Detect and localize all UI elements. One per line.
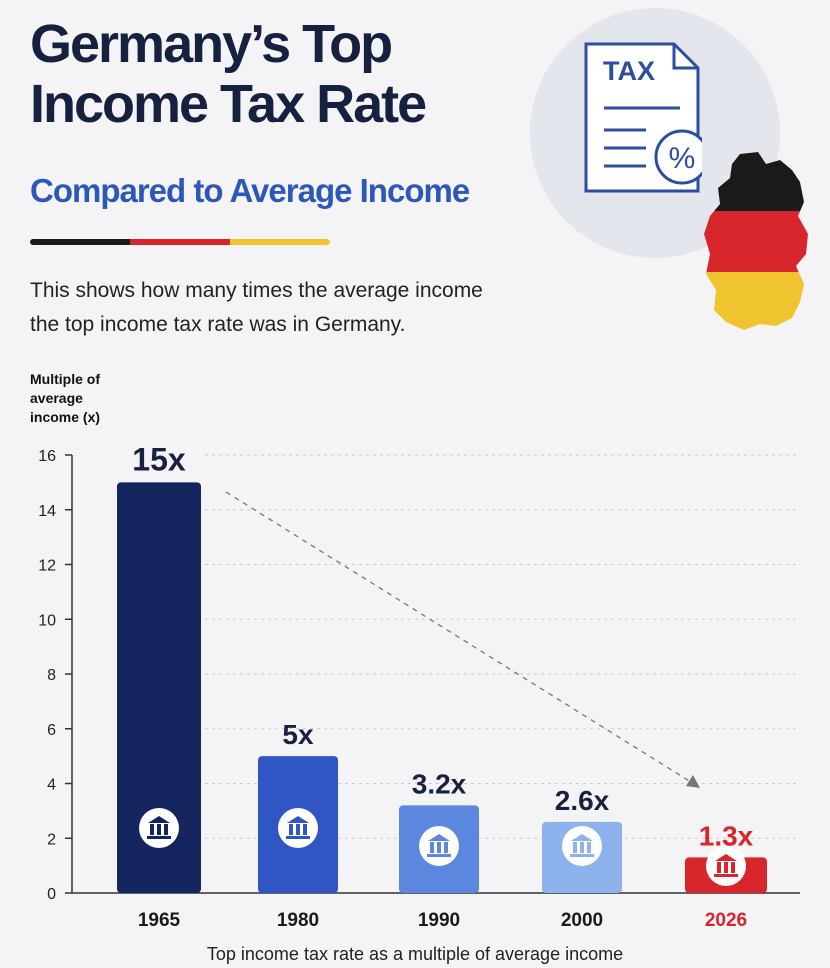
bank-icon-pillar (731, 862, 735, 873)
title-line-1: Germany’s Top (30, 14, 393, 74)
bank-icon-pillar (437, 842, 441, 853)
bank-icon-pillar (296, 824, 300, 835)
bank-icon-base (286, 836, 310, 839)
bank-icon-roof (287, 816, 309, 823)
germany-flag-map-icon (704, 152, 808, 330)
bank-icon-pillar (430, 842, 434, 853)
data-label-2000: 2.6x (555, 785, 610, 816)
data-label-1965: 15x (132, 441, 186, 477)
bank-icon-pillar (289, 824, 293, 835)
bank-icon-base (570, 854, 594, 857)
flag-bar-black (30, 239, 130, 245)
page-subtitle: Compared to Average Income (30, 172, 470, 209)
bank-icon-base (147, 836, 171, 839)
data-label-2026: 1.3x (699, 820, 754, 851)
description: This shows how many times the average in… (30, 274, 590, 342)
bank-icon-pillar (444, 842, 448, 853)
x-tick-label-1965: 1965 (138, 910, 181, 931)
y-tick-label: 10 (38, 612, 56, 629)
x-tick-label-2026: 2026 (705, 910, 747, 931)
bar-chart: 0 2 4 6 8 10 12 14 16 15x 1965 5x 1980 3.2x 1990 2.6x 20… (38, 441, 800, 931)
data-label-1990: 3.2x (412, 768, 467, 799)
tax-label: TAX (603, 56, 655, 86)
bank-icon-roof (148, 816, 170, 823)
description-line-2: the top income tax rate was in Germany. (30, 313, 406, 336)
y-axis-label: Multiple of average income (x) (30, 370, 150, 427)
flag-bar-gold (230, 239, 330, 245)
bank-icon-roof (715, 854, 737, 861)
bank-icon-roof (428, 834, 450, 841)
data-label-1980: 5x (282, 719, 314, 750)
tax-document-icon: % (584, 42, 702, 193)
percent-symbol: % (669, 142, 696, 175)
x-tick-label-2000: 2000 (561, 910, 603, 931)
bar-1965 (117, 482, 201, 893)
x-tick-label-1980: 1980 (277, 910, 319, 931)
bank-icon-base (427, 854, 451, 857)
description-line-1: This shows how many times the average in… (30, 279, 483, 302)
bank-icon-pillar (724, 862, 728, 873)
y-tick-label: 2 (47, 831, 56, 848)
x-axis-label: Top income tax rate as a multiple of ave… (206, 944, 624, 964)
page-title: Germany’s Top Income Tax Rate (30, 14, 427, 134)
y-tick-label: 8 (47, 667, 56, 684)
bank-icon-roof (571, 834, 593, 841)
y-tick-label: 16 (38, 448, 56, 465)
bank-icon-pillar (717, 862, 721, 873)
bank-icon-pillar (164, 824, 168, 835)
y-tick-label: 0 (47, 886, 56, 903)
y-axis-label-line: Multiple of (30, 371, 100, 387)
bank-icon-pillar (573, 842, 577, 853)
y-tick-label: 12 (38, 558, 56, 575)
flag-color-bar (30, 239, 330, 245)
trend-arrow-head (686, 775, 700, 788)
x-tick-label-1990: 1990 (418, 910, 460, 931)
bank-icon-pillar (587, 842, 591, 853)
y-tick-label: 4 (47, 777, 56, 794)
bank-icon-base (714, 874, 738, 877)
y-axis-label-line: income (x) (30, 409, 101, 425)
y-tick-label: 6 (47, 722, 56, 739)
bank-icon-pillar (150, 824, 154, 835)
flag-bar-red (130, 239, 230, 245)
bank-icon-pillar (580, 842, 584, 853)
y-tick-label: 14 (38, 503, 56, 520)
bank-icon-pillar (303, 824, 307, 835)
y-axis-label-line: average (30, 390, 83, 406)
bank-icon-pillar (157, 824, 161, 835)
title-line-2: Income Tax Rate (30, 74, 427, 134)
trend-arrow-line (225, 491, 695, 785)
